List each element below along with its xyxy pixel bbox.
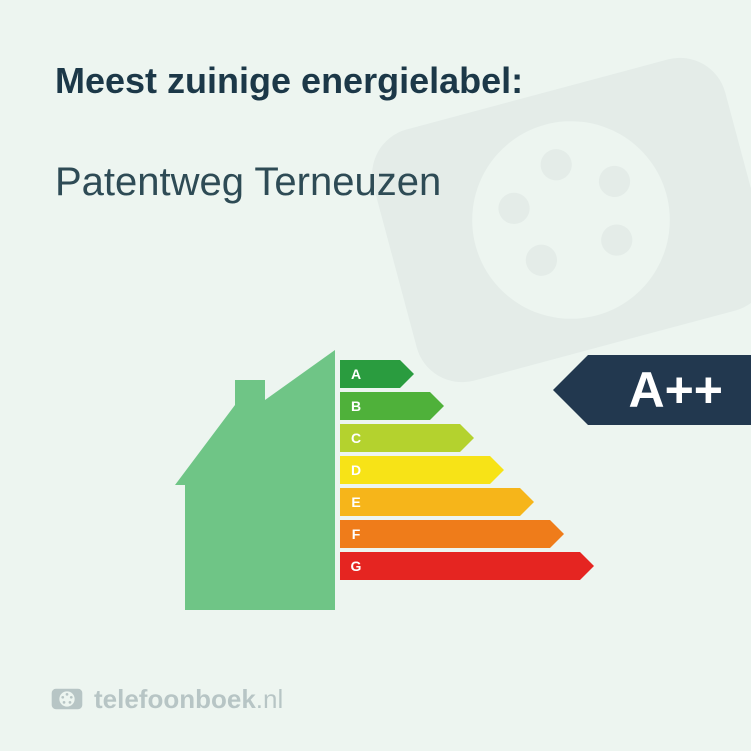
- energy-bar-g: G: [340, 552, 580, 580]
- footer-text: telefoonboek.nl: [94, 684, 283, 715]
- energy-bar-letter: C: [346, 424, 366, 452]
- energy-bar-a: A: [340, 360, 580, 388]
- energy-bar-b: B: [340, 392, 580, 420]
- energy-bar-letter: E: [346, 488, 366, 516]
- energy-bar-e: E: [340, 488, 580, 516]
- energy-bar-c: C: [340, 424, 580, 452]
- page-title: Meest zuinige energielabel:: [55, 60, 523, 102]
- energy-bars: ABCDEFG: [340, 360, 580, 584]
- energy-bar-letter: D: [346, 456, 366, 484]
- footer-logo: telefoonboek.nl: [50, 682, 283, 716]
- energy-bar-shape: [340, 520, 550, 548]
- energy-bar-letter: G: [346, 552, 366, 580]
- energy-bar-shape: [340, 552, 580, 580]
- energy-bar-d: D: [340, 456, 580, 484]
- footer-phone-icon: [50, 682, 84, 716]
- house-icon: [175, 350, 335, 610]
- energy-bar-shape: [340, 488, 520, 516]
- rating-badge: A++: [588, 355, 751, 425]
- location-name: Patentweg Terneuzen: [55, 160, 441, 205]
- energy-label-graphic: ABCDEFG: [175, 350, 575, 610]
- energy-bar-letter: F: [346, 520, 366, 548]
- energy-bar-letter: B: [346, 392, 366, 420]
- energy-bar-letter: A: [346, 360, 366, 388]
- energy-bar-f: F: [340, 520, 580, 548]
